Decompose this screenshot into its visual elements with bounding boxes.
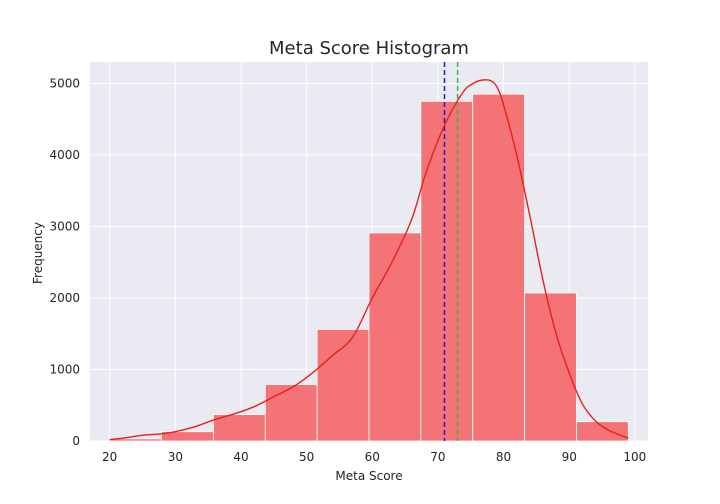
chart-title: Meta Score Histogram (269, 38, 469, 59)
histogram-bars (109, 93, 629, 442)
y-tick-label: 2000 (49, 291, 80, 305)
x-tick-label: 60 (365, 450, 380, 464)
histogram-bar (368, 232, 422, 442)
histogram-bar (213, 414, 266, 442)
x-tick-label: 90 (562, 450, 577, 464)
y-tick-labels: 0 1000 2000 3000 4000 5000 (49, 76, 80, 448)
histogram-bar (576, 421, 629, 442)
histogram-bar (316, 329, 370, 442)
y-tick-label: 3000 (49, 219, 80, 233)
y-tick-label: 1000 (49, 362, 80, 376)
x-tick-label: 70 (430, 450, 445, 464)
x-tick-label: 50 (299, 450, 314, 464)
histogram-bar (524, 292, 577, 442)
reference-lines (443, 62, 459, 441)
x-tick-labels: 20 30 40 50 60 70 80 90 100 (102, 450, 646, 464)
histogram-bar (472, 93, 525, 442)
y-tick-label: 0 (72, 434, 80, 448)
histogram-bar (264, 384, 318, 442)
x-tick-label: 100 (623, 450, 646, 464)
x-tick-label: 20 (102, 450, 117, 464)
y-tick-label: 4000 (49, 148, 80, 162)
x-tick-label: 80 (496, 450, 511, 464)
x-tick-label: 40 (233, 450, 248, 464)
histogram-bar (420, 100, 474, 442)
x-axis-label: Meta Score (335, 469, 402, 483)
kde-curve (109, 79, 629, 441)
x-tick-label: 30 (168, 450, 183, 464)
y-tick-label: 5000 (49, 76, 80, 90)
y-axis-label: Frequency (31, 222, 45, 284)
